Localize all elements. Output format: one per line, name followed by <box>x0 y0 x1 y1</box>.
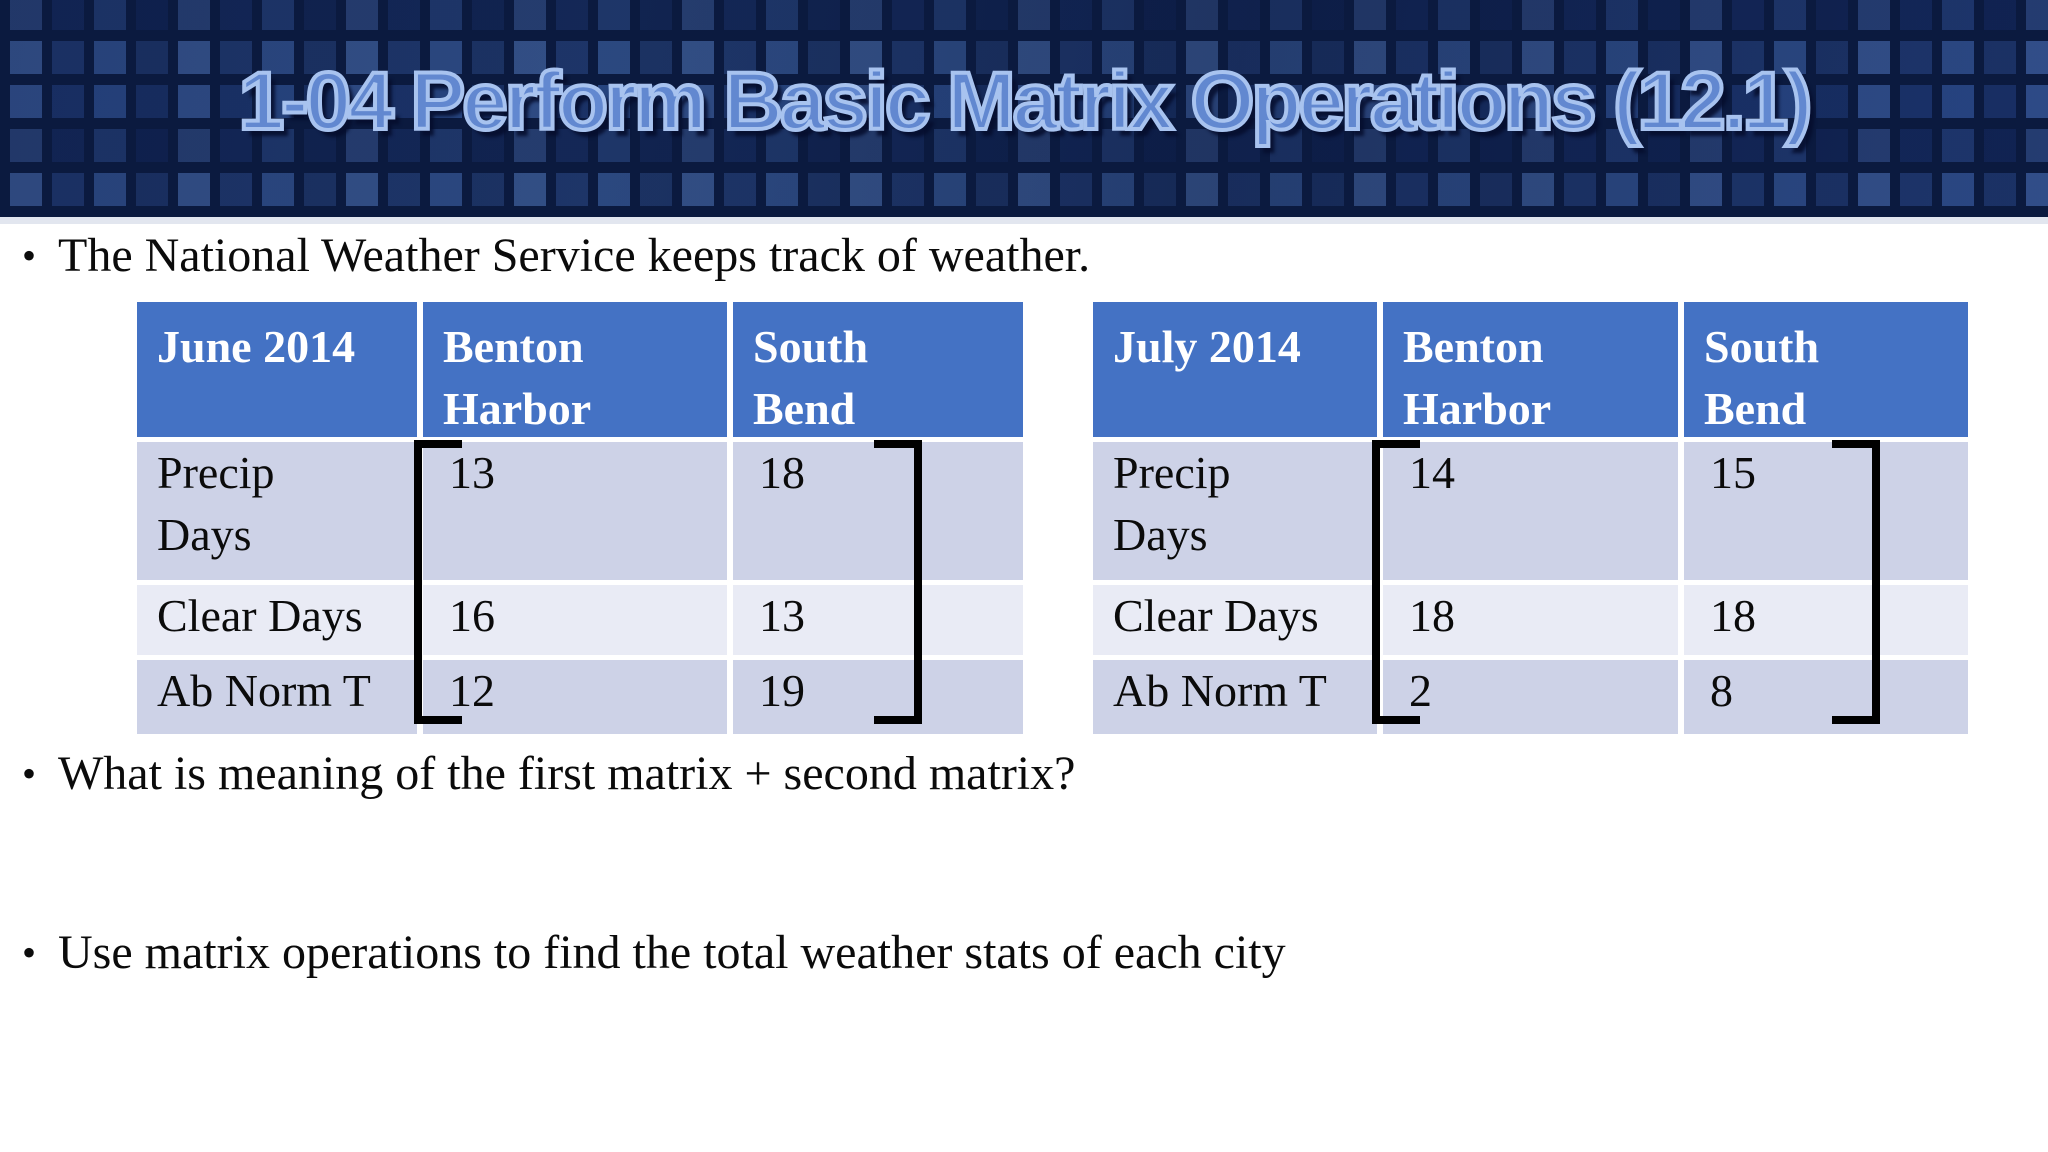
value-july-clear-benton-harbor: 18 <box>1383 585 1678 655</box>
bullet-matrix-operations-task: • Use matrix operations to find the tota… <box>22 923 1286 983</box>
row-label-precip-days: Precip Days <box>1093 442 1377 580</box>
bullet-text: The National Weather Service keeps track… <box>58 229 1091 282</box>
bullet-weather-service: • The National Weather Service keeps tra… <box>22 226 1090 286</box>
column-header-benton-harbor: Benton Harbor <box>423 302 727 437</box>
value-july-precip-south-bend: 15 <box>1684 442 1968 580</box>
table-june-2014: June 2014 Benton Harbor South Bend Preci… <box>137 302 1023 734</box>
value-june-clear-benton-harbor: 16 <box>423 585 727 655</box>
column-header-benton-harbor: Benton Harbor <box>1383 302 1678 437</box>
bullet-matrix-sum-question: • What is meaning of the first matrix + … <box>22 744 1075 804</box>
bullet-dot: • <box>22 930 37 975</box>
row-label-precip-days: Precip Days <box>137 442 417 580</box>
bullet-text: Use matrix operations to find the total … <box>58 926 1286 979</box>
column-header-label: Benton Harbor <box>443 321 592 434</box>
value-june-precip-benton-harbor: 13 <box>423 442 727 580</box>
row-label-text: Precip Days <box>1113 447 1231 560</box>
value-june-precip-south-bend: 18 <box>733 442 1023 580</box>
matrix-bracket-right-june <box>874 440 922 724</box>
matrix-bracket-left-july <box>1372 440 1420 724</box>
value-june-clear-south-bend: 13 <box>733 585 1023 655</box>
value-july-precip-benton-harbor: 14 <box>1383 442 1678 580</box>
bullet-dot: • <box>22 233 37 278</box>
column-header-label: South Bend <box>1704 321 1820 434</box>
column-header-south-bend: South Bend <box>1684 302 1968 437</box>
bullet-text: What is meaning of the first matrix + se… <box>58 747 1076 800</box>
row-label-ab-norm-t: Ab Norm T <box>137 660 417 734</box>
value-july-abnorm-south-bend: 8 <box>1684 660 1968 734</box>
column-header-label: South Bend <box>753 321 869 434</box>
row-label-clear-days: Clear Days <box>137 585 417 655</box>
slide-header-banner: 1-04 Perform Basic Matrix Operations (12… <box>0 0 2048 224</box>
column-header-july-2014: July 2014 <box>1093 302 1377 437</box>
row-label-clear-days: Clear Days <box>1093 585 1377 655</box>
matrix-bracket-right-july <box>1832 440 1880 724</box>
slide-title: 1-04 Perform Basic Matrix Operations (12… <box>237 54 1815 149</box>
value-june-abnorm-benton-harbor: 12 <box>423 660 727 734</box>
value-july-clear-south-bend: 18 <box>1684 585 1968 655</box>
column-header-label: Benton Harbor <box>1403 321 1552 434</box>
row-label-text: Precip Days <box>157 447 275 560</box>
column-header-june-2014: June 2014 <box>137 302 417 437</box>
table-july-2014: July 2014 Benton Harbor South Bend Preci… <box>1093 302 1968 734</box>
bullet-dot: • <box>22 751 37 796</box>
row-label-ab-norm-t: Ab Norm T <box>1093 660 1377 734</box>
value-july-abnorm-benton-harbor: 2 <box>1383 660 1678 734</box>
column-header-south-bend: South Bend <box>733 302 1023 437</box>
matrix-bracket-left-june <box>414 440 462 724</box>
